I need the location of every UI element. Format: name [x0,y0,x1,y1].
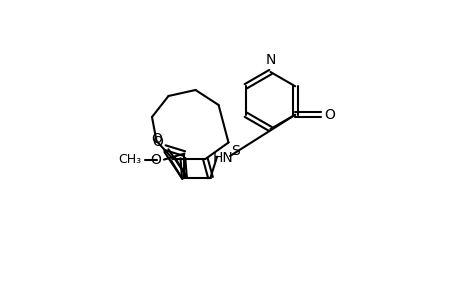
Text: O: O [151,132,162,146]
Text: CH₃: CH₃ [118,153,140,166]
Text: O: O [150,153,161,166]
Text: HN: HN [212,151,232,164]
Text: O: O [324,108,335,122]
Text: N: N [265,53,275,68]
Text: O: O [151,135,162,149]
Text: S: S [231,144,240,158]
